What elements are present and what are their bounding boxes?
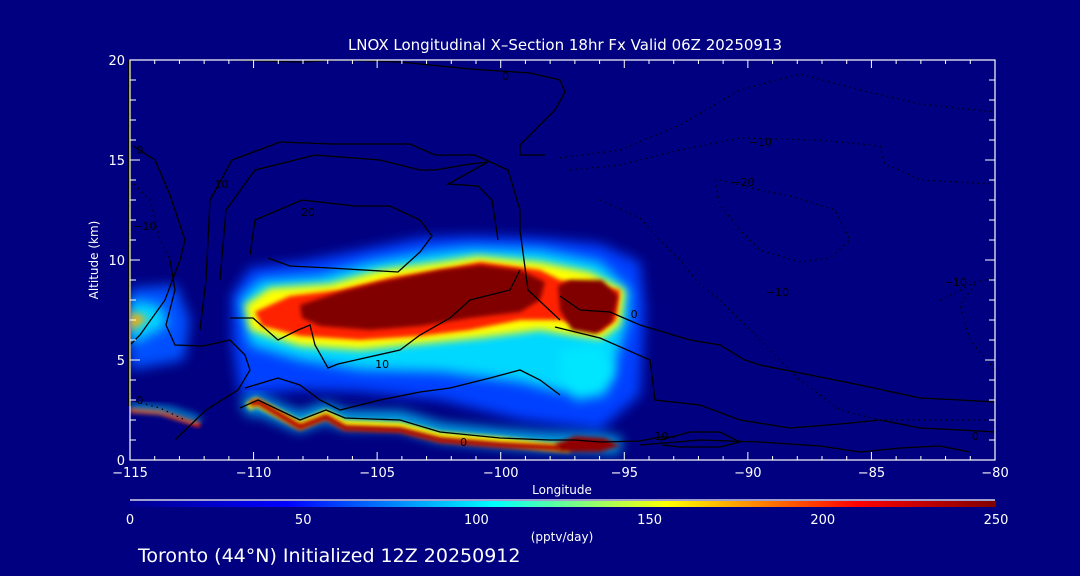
contour-line-0-mid [165, 259, 251, 441]
contour-label: −10 [133, 220, 156, 233]
contour-line-20-outer [219, 154, 499, 281]
contour-line-neg10-outer [559, 73, 995, 159]
contour-label: 10 [214, 178, 228, 191]
chart-title: LNOX Longitudinal X–Section 18hr Fx Vali… [348, 36, 782, 54]
contour-line-neg20-inner [714, 179, 851, 263]
colorbar-tick-label: 50 [295, 513, 312, 528]
contour-label: 0 [460, 436, 467, 449]
field-main-band [232, 236, 645, 430]
contour-line-10-base [659, 431, 742, 448]
x-axis-label: Longitude [532, 483, 592, 497]
contour-line-neg20-outer [569, 137, 995, 185]
colorbar-tick-label: 100 [464, 513, 489, 528]
contour-line-neg-surface [130, 399, 186, 421]
contour-label: 10 [654, 430, 668, 443]
colorbar-tick-label: 150 [637, 513, 662, 528]
contour-label: 10 [375, 358, 389, 371]
contour-label: 0 [972, 430, 979, 443]
heat-field [130, 236, 645, 455]
x-tick-label: −115 [112, 466, 148, 481]
x-tick-label: −100 [483, 466, 519, 481]
contour-label: 0 [136, 144, 143, 157]
contour-line-neg10-east [939, 277, 995, 301]
colorbar-tick-label: 250 [984, 513, 1009, 528]
contour-label: −20 [731, 176, 754, 189]
contour-label: −10 [944, 276, 967, 289]
contour-label: 0 [631, 308, 638, 321]
x-axis-ticks: −115 −110 −105 −100 −95 −90 −85 −80 [112, 60, 1009, 481]
contour-label: 0 [502, 70, 509, 83]
colorbar-ticks: 0 50 100 150 200 250 [126, 513, 1009, 528]
contour-line-10-surface [239, 399, 675, 443]
y-tick-label: 10 [108, 254, 125, 269]
contour-label: −10 [766, 286, 789, 299]
y-tick-label: 15 [108, 154, 125, 169]
x-tick-label: −80 [981, 466, 1008, 481]
colorbar [130, 501, 996, 507]
contour-line-neg10-east-loop [959, 283, 995, 371]
contour-line-20-inner [249, 199, 433, 273]
y-tick-label: 5 [117, 354, 125, 369]
y-tick-label: 0 [117, 454, 125, 469]
contour-line-0-lower-mid [244, 369, 561, 411]
x-tick-label: −105 [359, 466, 395, 481]
y-axis-ticks: 0 5 10 15 20 [108, 54, 995, 469]
y-axis-label: Altitude (km) [87, 221, 101, 300]
field-far-west-cell [130, 285, 190, 370]
x-tick-label: −85 [858, 466, 885, 481]
contour-line-neg10-lower [599, 199, 995, 421]
footer-station-text: Toronto (44°N) Initialized 12Z 20250912 [137, 545, 521, 567]
x-tick-label: −95 [611, 466, 638, 481]
contour-label: 0 [136, 394, 143, 407]
contour-line-0-east [559, 295, 995, 403]
y-tick-label: 20 [108, 54, 125, 69]
contour-line-10-outer [199, 141, 561, 331]
contour-label: −10 [749, 136, 772, 149]
contour-label: 20 [301, 206, 315, 219]
contour-labels: 0 0 10 20 −10 −10 −20 10 0 0 −10 −10 10 0 0 [133, 70, 979, 449]
contour-line-0-base-right [639, 439, 971, 453]
x-tick-label: −90 [734, 466, 761, 481]
colorbar-tick-label: 200 [810, 513, 835, 528]
colorbar-tick-label: 0 [126, 513, 134, 528]
contour-line-0-top [227, 60, 566, 156]
colorbar-label: (pptv/day) [531, 530, 594, 544]
contour-line-0-low-east [554, 326, 995, 433]
contour-lines [130, 60, 995, 453]
contour-line-10-lower [230, 269, 521, 369]
negative-contours [130, 73, 995, 421]
x-tick-label: −110 [236, 466, 272, 481]
contour-line-0-west [130, 145, 186, 346]
